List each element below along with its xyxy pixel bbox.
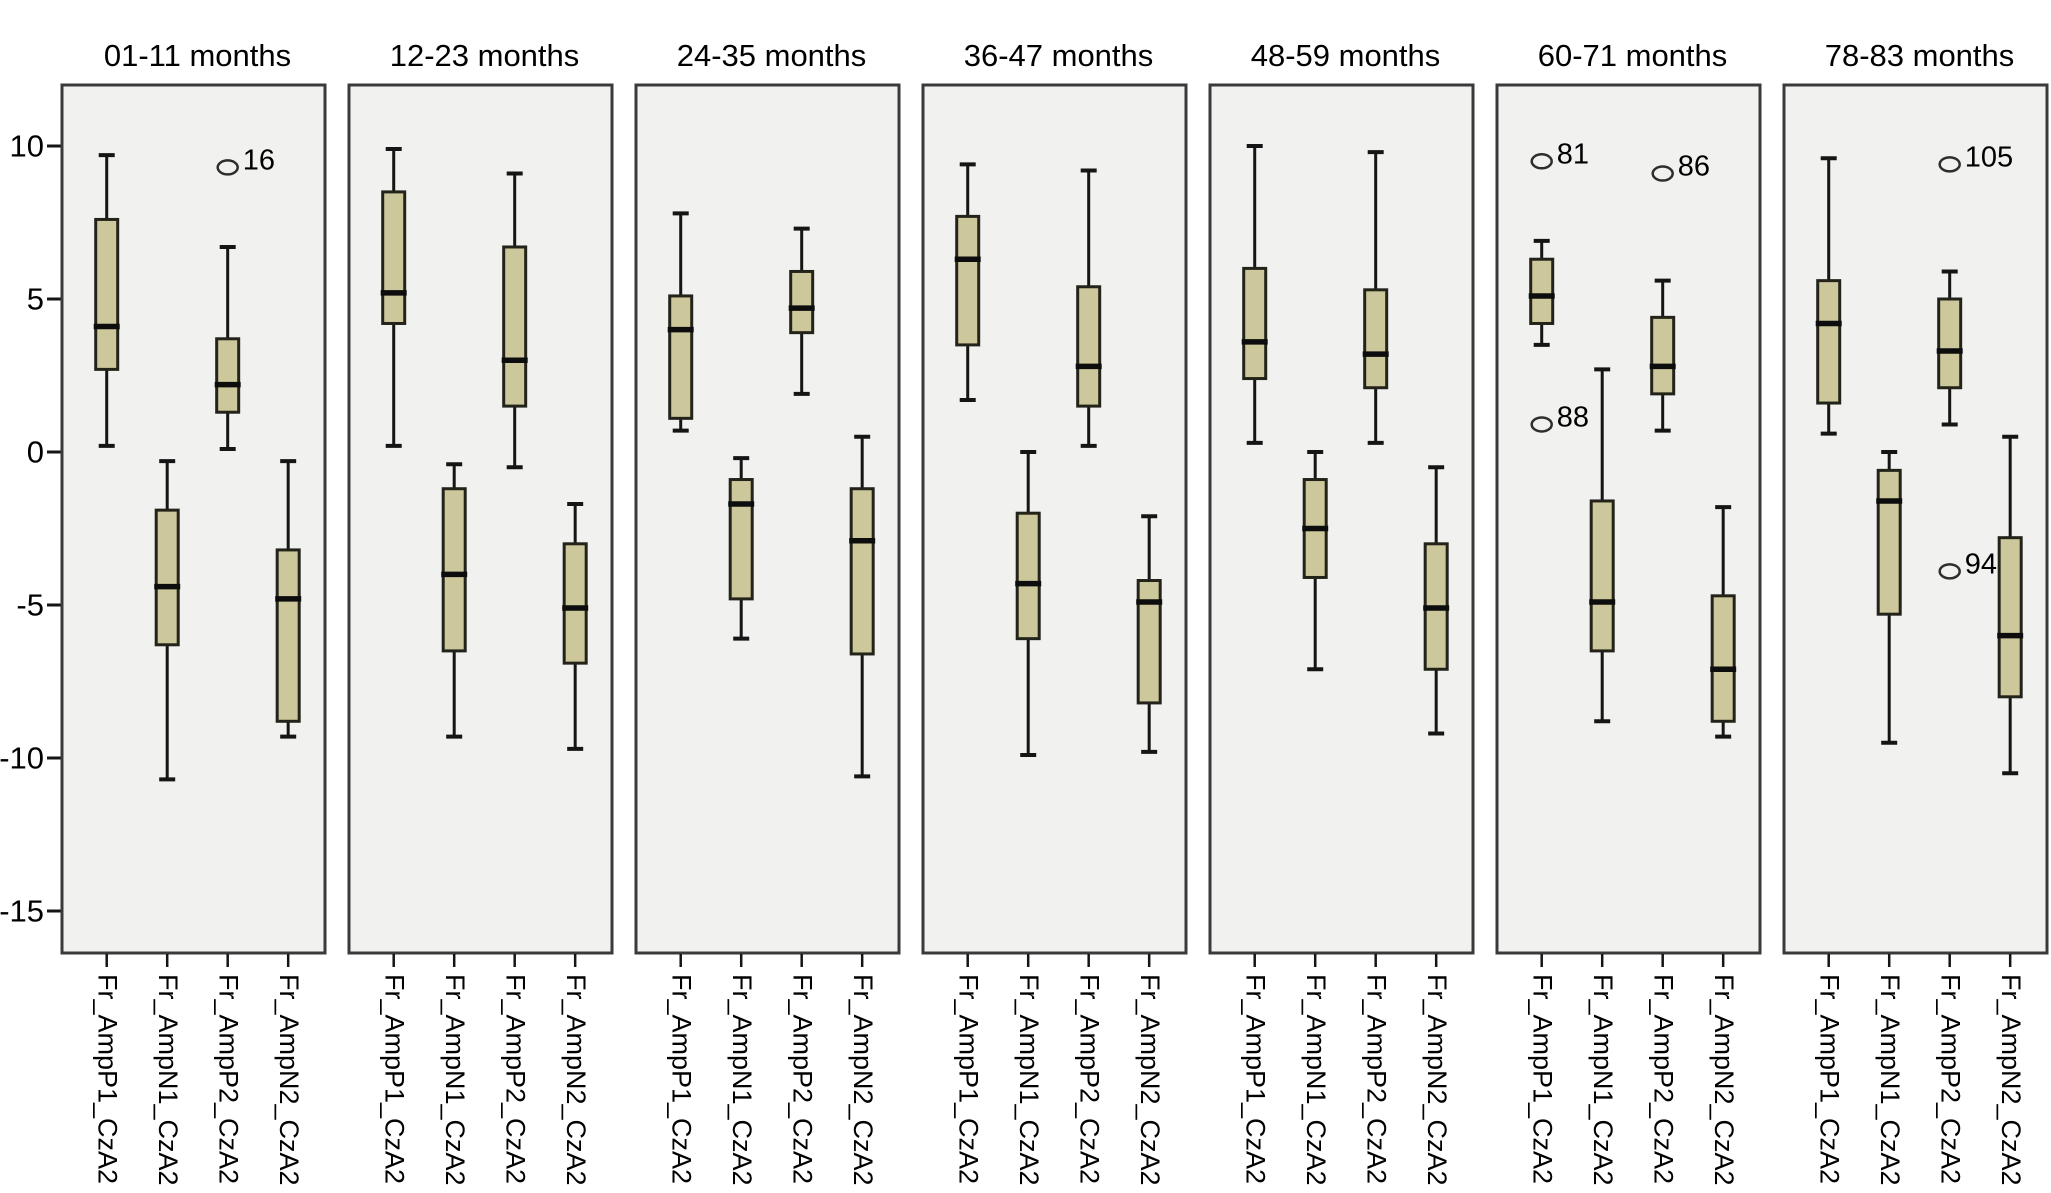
outlier-label: 86 <box>1678 151 1710 183</box>
box-iqr <box>1816 279 1842 405</box>
x-tick-label: Fr_AmpP1_CzA2 <box>93 974 123 1184</box>
box-iqr <box>955 214 981 347</box>
panel-frame <box>1495 83 1762 955</box>
box-iqr <box>1242 266 1268 381</box>
box-iqr <box>728 478 754 601</box>
box-iqr <box>562 542 588 665</box>
box-iqr <box>789 269 815 335</box>
y-tick-label: -15 <box>0 894 44 929</box>
outlier-marker <box>1530 416 1553 433</box>
panel-title: 78-83 months <box>1825 38 2015 73</box>
panel-title: 48-59 months <box>1251 38 1441 73</box>
box-iqr <box>1136 579 1162 705</box>
x-tick-label: Fr_AmpN2_CzA2 <box>1996 974 2026 1186</box>
box-iqr <box>1015 511 1041 641</box>
x-tick-label: Fr_AmpN2_CzA2 <box>1135 974 1165 1186</box>
outlier-label: 81 <box>1557 138 1589 170</box>
panel-title: 01-11 months <box>104 38 291 73</box>
x-tick-label: Fr_AmpP1_CzA2 <box>1528 974 1558 1184</box>
outlier-label: 88 <box>1557 401 1589 433</box>
x-tick-label: Fr_AmpN2_CzA2 <box>274 974 304 1186</box>
panel-title: 36-47 months <box>964 38 1154 73</box>
box-iqr <box>275 548 301 723</box>
y-tick-label: -10 <box>0 741 44 776</box>
box-iqr <box>1589 499 1615 653</box>
x-tick-label: Fr_AmpP2_CzA2 <box>1649 974 1679 1184</box>
outlier-label: 105 <box>1965 141 2013 173</box>
y-tick-label: 0 <box>27 435 44 470</box>
panel-frame <box>1208 83 1475 955</box>
panel-title: 24-35 months <box>677 38 867 73</box>
y-tick-label: 10 <box>10 129 44 164</box>
x-tick-label: Fr_AmpP2_CzA2 <box>788 974 818 1184</box>
box-iqr <box>381 190 407 325</box>
x-tick-label: Fr_AmpP1_CzA2 <box>954 974 984 1184</box>
box-iqr <box>154 508 180 647</box>
box-iqr <box>1363 288 1389 390</box>
box-iqr <box>1997 536 2023 699</box>
outlier-label: 94 <box>1965 548 1997 580</box>
panel-frame <box>1782 83 2049 955</box>
x-tick-label: Fr_AmpN1_CzA2 <box>1014 974 1044 1186</box>
x-tick-label: Fr_AmpN2_CzA2 <box>1709 974 1739 1186</box>
y-tick-label: -5 <box>16 588 44 623</box>
outlier-label: 16 <box>243 144 275 176</box>
x-tick-label: Fr_AmpP1_CzA2 <box>380 974 410 1184</box>
panel-title: 12-23 months <box>390 38 580 73</box>
box-iqr <box>1937 297 1963 390</box>
x-tick-label: Fr_AmpN1_CzA2 <box>1875 974 1905 1186</box>
x-tick-label: Fr_AmpN1_CzA2 <box>1301 974 1331 1186</box>
x-tick-label: Fr_AmpP1_CzA2 <box>1815 974 1845 1184</box>
x-tick-label: Fr_AmpP2_CzA2 <box>1936 974 1966 1184</box>
x-tick-label: Fr_AmpP1_CzA2 <box>667 974 697 1184</box>
x-tick-label: Fr_AmpP1_CzA2 <box>1241 974 1271 1184</box>
box-iqr <box>1650 315 1676 396</box>
x-tick-label: Fr_AmpP2_CzA2 <box>214 974 244 1184</box>
outlier-marker <box>1938 563 1961 580</box>
box-iqr <box>502 245 528 408</box>
x-tick-label: Fr_AmpN1_CzA2 <box>153 974 183 1186</box>
box-iqr <box>441 487 467 653</box>
box-iqr <box>215 337 241 414</box>
x-tick-label: Fr_AmpP2_CzA2 <box>501 974 531 1184</box>
outlier-marker <box>1651 165 1674 182</box>
box-iqr <box>1710 594 1736 723</box>
x-tick-label: Fr_AmpP2_CzA2 <box>1075 974 1105 1184</box>
box-iqr <box>668 294 694 420</box>
panel-frame <box>60 83 327 955</box>
x-tick-label: Fr_AmpN1_CzA2 <box>727 974 757 1186</box>
outlier-marker <box>1530 153 1553 170</box>
x-tick-label: Fr_AmpN1_CzA2 <box>440 974 470 1186</box>
box-iqr <box>94 217 120 371</box>
x-tick-label: Fr_AmpN1_CzA2 <box>1588 974 1618 1186</box>
y-tick-label: 5 <box>27 282 44 317</box>
box-iqr <box>1529 257 1555 325</box>
x-tick-label: Fr_AmpN2_CzA2 <box>561 974 591 1186</box>
outlier-marker <box>216 159 239 176</box>
outlier-marker <box>1938 156 1961 173</box>
box-iqr <box>849 487 875 656</box>
x-tick-label: Fr_AmpP2_CzA2 <box>1362 974 1392 1184</box>
x-tick-label: Fr_AmpN2_CzA2 <box>1422 974 1452 1186</box>
panel-title: 60-71 months <box>1538 38 1728 73</box>
box-iqr <box>1876 468 1902 616</box>
x-tick-label: Fr_AmpN2_CzA2 <box>848 974 878 1186</box>
box-iqr <box>1076 285 1102 408</box>
